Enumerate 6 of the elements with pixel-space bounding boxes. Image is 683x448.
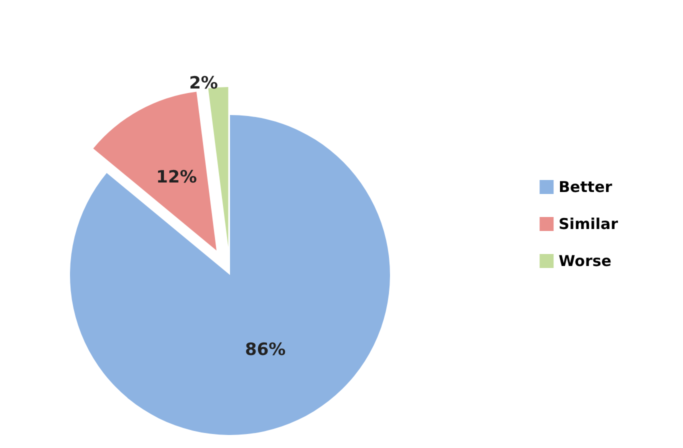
data-label: 86% xyxy=(244,340,286,360)
legend-label: Similar xyxy=(558,215,619,233)
data-label: 12% xyxy=(156,168,197,188)
legend-label: Better xyxy=(558,178,613,196)
legend-label: Worse xyxy=(558,252,612,270)
data-label: 2% xyxy=(189,73,218,94)
